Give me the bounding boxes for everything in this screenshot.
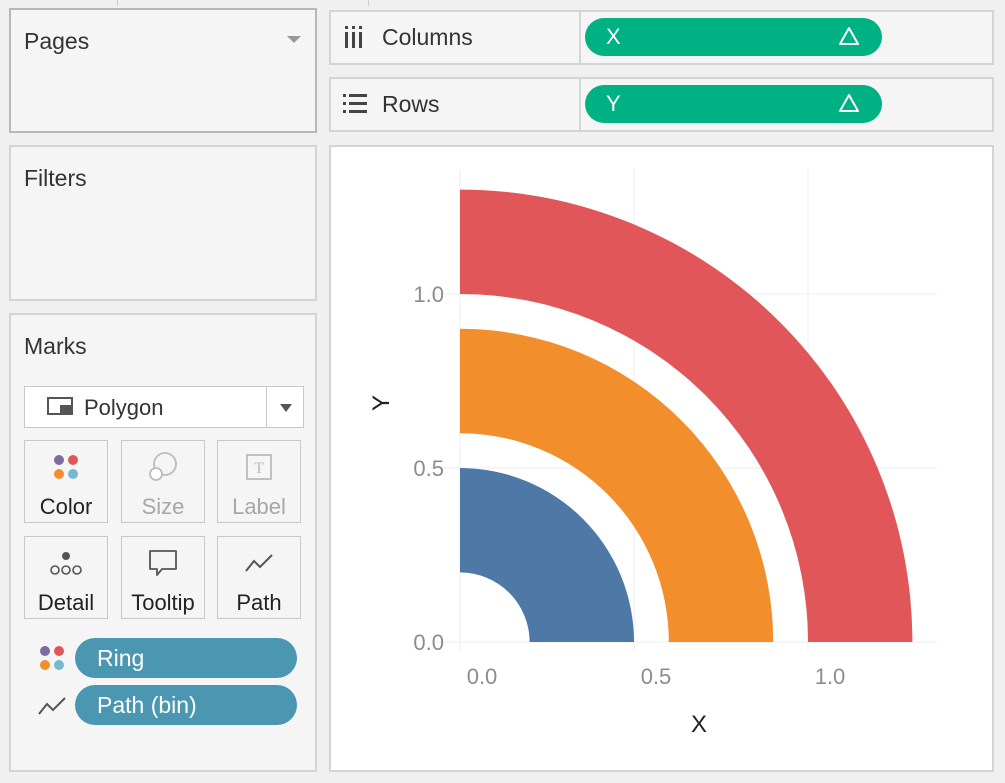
path-label: Path [236,590,282,615]
dropdown-separator [266,387,267,427]
filters-card[interactable]: Filters [9,145,317,301]
color-icon [54,455,78,479]
detail-label: Detail [37,590,95,615]
color-label: Color [39,494,93,519]
y-tick-label-1: 0.5 [413,456,444,481]
color-icon [40,646,64,670]
tick-labels: 0.0 0.5 1.0 0.0 0.5 1.0 [413,282,845,689]
size-button[interactable]: Size [121,440,205,523]
viz-pane[interactable]: 0.0 0.5 1.0 0.0 0.5 1.0 X Y [329,145,994,772]
tooltip-button[interactable]: Tooltip [121,536,205,619]
marks-card: Marks Polygon Color Size [9,313,317,772]
path-bin-field-pill[interactable]: Path (bin) [75,685,297,725]
columns-shelf[interactable]: Columns X [329,10,994,65]
columns-label: Columns [382,24,473,50]
y-tick-label-2: 1.0 [413,282,444,307]
x-tick-label-1: 0.5 [641,664,672,689]
label-label: Label [232,494,286,519]
detail-icon [50,552,82,575]
columns-icon [345,26,362,48]
shelf-divider [579,79,581,130]
path-icon [245,554,273,572]
tooltip-icon [149,550,177,576]
marks-title: Marks [24,333,87,359]
x-axis-title: X [691,711,707,738]
pages-title: Pages [24,28,90,54]
size-icon [149,452,177,481]
x-tick-label-2: 1.0 [815,664,846,689]
ring-field-pill[interactable]: Ring [75,638,297,678]
label-button[interactable]: T Label [217,440,301,523]
tooltip-label: Tooltip [131,590,195,615]
filters-title: Filters [24,165,87,191]
rings [460,189,913,642]
ring-1-polygon[interactable] [460,468,634,642]
mark-type-dropdown[interactable]: Polygon [24,386,304,428]
rows-shelf[interactable]: Rows Y [329,77,994,132]
pages-card[interactable]: Pages [9,8,317,133]
chevron-down-icon[interactable] [287,36,301,43]
y-field-pill[interactable]: Y [585,85,882,123]
shelf-divider [579,12,581,63]
svg-text:T: T [254,460,264,477]
x-tick-label-0: 0.0 [467,664,498,689]
chevron-down-icon[interactable] [280,404,292,412]
y-tick-label-0: 0.0 [413,630,444,655]
detail-button[interactable]: Detail [24,536,108,619]
ring-2-polygon[interactable] [460,328,774,642]
path-button[interactable]: Path [217,536,301,619]
x-pill-label: X [606,24,621,49]
x-field-pill[interactable]: X [585,18,882,56]
delta-icon [839,94,859,112]
rows-icon [343,94,367,113]
delta-icon [839,27,859,45]
chart-svg[interactable]: 0.0 0.5 1.0 0.0 0.5 1.0 X Y [331,147,992,770]
mark-type-label: Polygon [84,395,164,420]
ring-3-polygon[interactable] [460,189,913,642]
y-pill-label: Y [606,91,621,116]
size-label: Size [141,494,185,519]
path-bin-pill-label: Path (bin) [97,692,197,718]
polygon-icon [47,397,73,415]
path-icon [38,697,66,715]
top-divider [368,0,369,6]
color-button[interactable]: Color [24,440,108,523]
y-axis-title: Y [368,395,395,411]
text-label-icon: T [246,454,272,480]
ring-pill-label: Ring [97,645,145,671]
rows-label: Rows [382,91,440,117]
top-divider [117,0,118,6]
